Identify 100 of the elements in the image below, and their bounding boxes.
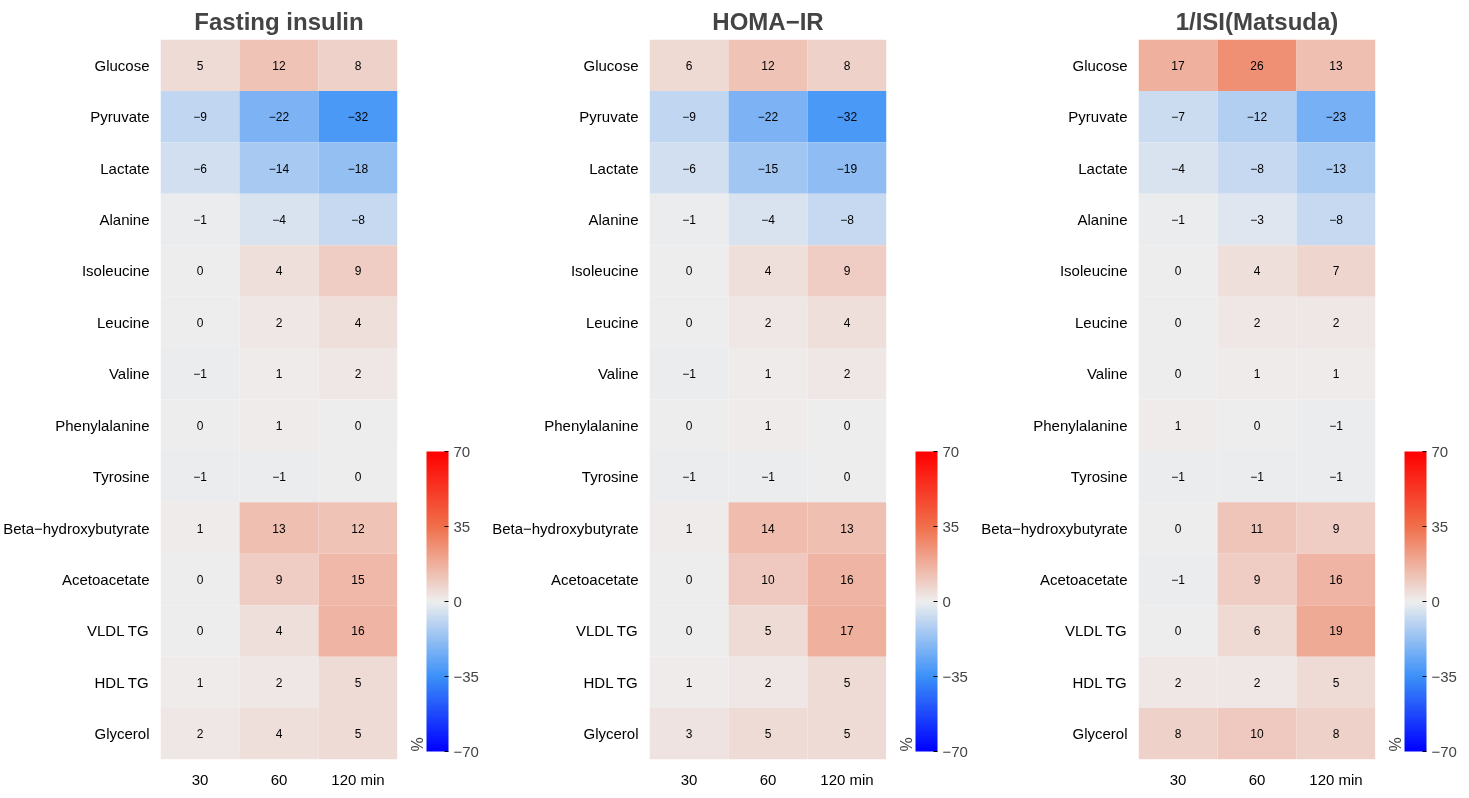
- data-label: 2: [1174, 675, 1182, 690]
- data-label: 13: [840, 521, 854, 536]
- data-label: −12: [1246, 110, 1268, 125]
- x-tick-label: 60: [759, 770, 777, 788]
- data-label: 2: [764, 315, 772, 330]
- data-label: 0: [1253, 418, 1261, 433]
- data-label: −32: [347, 110, 369, 125]
- data-label: −22: [268, 110, 290, 125]
- data-label: −1: [761, 470, 776, 485]
- y-tick-label: Pyruvate: [90, 108, 150, 126]
- color-bar-label: −70: [453, 742, 479, 760]
- data-label: 2: [275, 315, 283, 330]
- data-label: 14: [761, 521, 775, 536]
- y-tick-label: Tyrosine: [92, 468, 150, 486]
- color-bar-label: 70: [1431, 442, 1449, 460]
- y-tick-label: Lactate: [1078, 159, 1128, 177]
- data-label: 2: [843, 367, 851, 382]
- y-tick-label: Alanine: [99, 211, 150, 228]
- data-label: 5: [843, 727, 851, 742]
- data-label: 1: [275, 418, 283, 433]
- data-label: −6: [682, 161, 697, 176]
- data-label: 0: [843, 418, 851, 433]
- data-label: 1: [685, 675, 693, 690]
- data-label: −8: [1329, 213, 1344, 227]
- data-label: 4: [275, 624, 283, 639]
- x-tick-label: 60: [1248, 770, 1266, 788]
- y-tick-label: VLDL TG: [575, 622, 638, 640]
- data-label: 2: [275, 675, 283, 690]
- data-label: 0: [685, 418, 693, 433]
- x-tick-label: 30: [1169, 770, 1187, 788]
- data-label: 13: [1329, 58, 1343, 73]
- data-label: 17: [1171, 58, 1185, 73]
- data-label: 0: [1174, 367, 1182, 382]
- data-label: 2: [1332, 315, 1340, 330]
- data-label: −1: [1329, 418, 1344, 433]
- color-bar-label: −70: [942, 742, 968, 760]
- y-tick-label: Glycerol: [94, 725, 150, 743]
- data-label: 6: [685, 58, 693, 73]
- data-label: −15: [757, 161, 779, 176]
- data-label: 8: [1174, 727, 1182, 742]
- data-label: −8: [1250, 161, 1265, 176]
- y-tick-label: Isoleucine: [81, 262, 150, 280]
- data-label: −14: [268, 161, 290, 176]
- data-label: 17: [840, 624, 854, 639]
- data-label: 6: [1253, 624, 1261, 639]
- data-label: −9: [682, 110, 697, 125]
- data-label: −1: [682, 213, 697, 227]
- data-label: −8: [840, 213, 855, 227]
- y-tick-label: Acetoacetate: [61, 571, 150, 588]
- data-label: 11: [1250, 521, 1264, 536]
- data-label: 1: [196, 675, 204, 690]
- data-label: 1: [685, 521, 693, 536]
- y-tick-label: Tyrosine: [581, 468, 639, 486]
- color-bar-title: %: [408, 737, 426, 752]
- data-label: 1: [1174, 418, 1182, 433]
- data-label: 4: [764, 264, 772, 279]
- data-label: 4: [843, 315, 851, 330]
- data-label: 1: [196, 521, 204, 536]
- data-label: 4: [275, 264, 283, 279]
- data-label: 0: [196, 624, 204, 639]
- y-tick-label: Acetoacetate: [1039, 571, 1128, 588]
- y-tick-label: Acetoacetate: [550, 571, 639, 588]
- data-label: 0: [685, 264, 693, 279]
- data-label: −23: [1325, 110, 1347, 125]
- y-tick-label: Glucose: [583, 56, 639, 74]
- data-label: 0: [1174, 521, 1182, 536]
- data-label: 10: [761, 573, 775, 587]
- data-label: 15: [351, 573, 365, 587]
- y-tick-label: Tyrosine: [1070, 468, 1128, 486]
- data-label: 26: [1250, 58, 1264, 73]
- color-bar-label: −35: [453, 667, 479, 685]
- y-tick-label: HDL TG: [1072, 673, 1127, 691]
- data-label: 9: [275, 573, 283, 587]
- color-bar-label: 35: [942, 517, 960, 535]
- x-tick-label: 30: [680, 770, 698, 788]
- data-label: −1: [272, 470, 287, 485]
- data-label: −1: [1250, 470, 1265, 485]
- data-label: 0: [196, 573, 204, 587]
- y-tick-label: Alanine: [1077, 211, 1128, 228]
- y-tick-label: Valine: [1086, 365, 1128, 383]
- data-label: −32: [836, 110, 858, 125]
- y-tick-label: Phenylalanine: [1033, 416, 1128, 434]
- data-label: 7: [1332, 264, 1340, 279]
- x-tick-label: 30: [191, 770, 209, 788]
- data-label: 8: [1332, 727, 1340, 742]
- data-label: 19: [1329, 624, 1343, 639]
- data-label: 10: [1250, 727, 1264, 742]
- y-tick-label: Alanine: [588, 211, 639, 228]
- data-label: 1: [1253, 367, 1261, 382]
- data-label: −7: [1171, 110, 1186, 125]
- data-label: −8: [351, 213, 366, 227]
- y-tick-label: Leucine: [1074, 313, 1128, 331]
- data-label: 5: [843, 675, 851, 690]
- data-label: 0: [196, 418, 204, 433]
- color-bar-label: −35: [942, 667, 968, 685]
- y-tick-label: Glucose: [94, 56, 150, 74]
- data-label: −1: [1171, 573, 1186, 587]
- y-tick-label: Lactate: [100, 159, 150, 177]
- data-label: 12: [272, 58, 286, 73]
- color-bar-label: −35: [1431, 667, 1457, 685]
